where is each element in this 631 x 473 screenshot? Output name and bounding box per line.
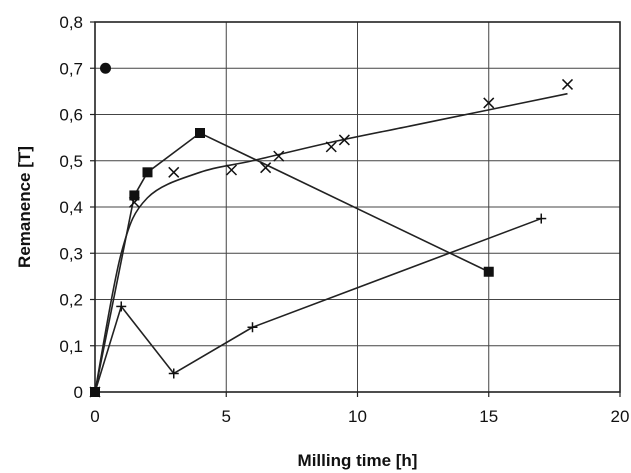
- series-3-line: [94, 217, 542, 393]
- series-1-point: [142, 167, 153, 178]
- series-2-point: [325, 141, 337, 153]
- series-2-point: [561, 78, 574, 90]
- series-1-line: [94, 132, 490, 393]
- y-tick-label: 0,7: [59, 59, 83, 78]
- series-3-point: [116, 301, 127, 312]
- y-tick-label: 0: [74, 383, 83, 402]
- x-tick-label: 10: [348, 407, 367, 426]
- series-3-point: [168, 368, 179, 379]
- x-tick-label: 20: [611, 407, 630, 426]
- series-2-point: [273, 150, 285, 162]
- series-markers: [89, 62, 574, 398]
- y-tick-label: 0,2: [59, 291, 83, 310]
- x-tick-label: 0: [90, 407, 99, 426]
- y-tick-label: 0,3: [59, 244, 83, 263]
- series-3-point: [247, 322, 258, 333]
- series-2-point: [483, 97, 495, 109]
- grid: [95, 22, 620, 392]
- y-tick-label: 0,1: [59, 337, 83, 356]
- x-tick-label: 5: [222, 407, 231, 426]
- y-tick-labels: 0 0,1 0,2 0,3 0,4 0,5 0,6 0,7 0,8: [59, 13, 95, 402]
- series-2-point: [338, 134, 350, 146]
- y-axis-title: Remanence [T]: [15, 146, 34, 268]
- series-3-point: [536, 213, 547, 224]
- y-tick-label: 0,5: [59, 152, 83, 171]
- y-tick-label: 0,6: [59, 106, 83, 125]
- series-2-point: [225, 164, 238, 176]
- series-2-fit-line: [94, 92, 568, 393]
- x-tick-labels: 0 5 10 15 20: [90, 392, 629, 426]
- series-1-point: [129, 190, 140, 201]
- x-axis-title: Milling time [h]: [298, 451, 418, 470]
- series-3-point: [90, 387, 100, 397]
- series-2-point: [260, 162, 272, 174]
- series-lines: [94, 92, 568, 393]
- series-1-point: [195, 128, 205, 138]
- y-tick-label: 0,4: [59, 198, 83, 217]
- series-1-point: [483, 266, 494, 277]
- y-tick-label: 0,8: [59, 13, 83, 32]
- series-2-point: [128, 196, 140, 208]
- series-2-point: [168, 166, 180, 178]
- x-tick-label: 15: [479, 407, 498, 426]
- series-4-point: [100, 62, 111, 74]
